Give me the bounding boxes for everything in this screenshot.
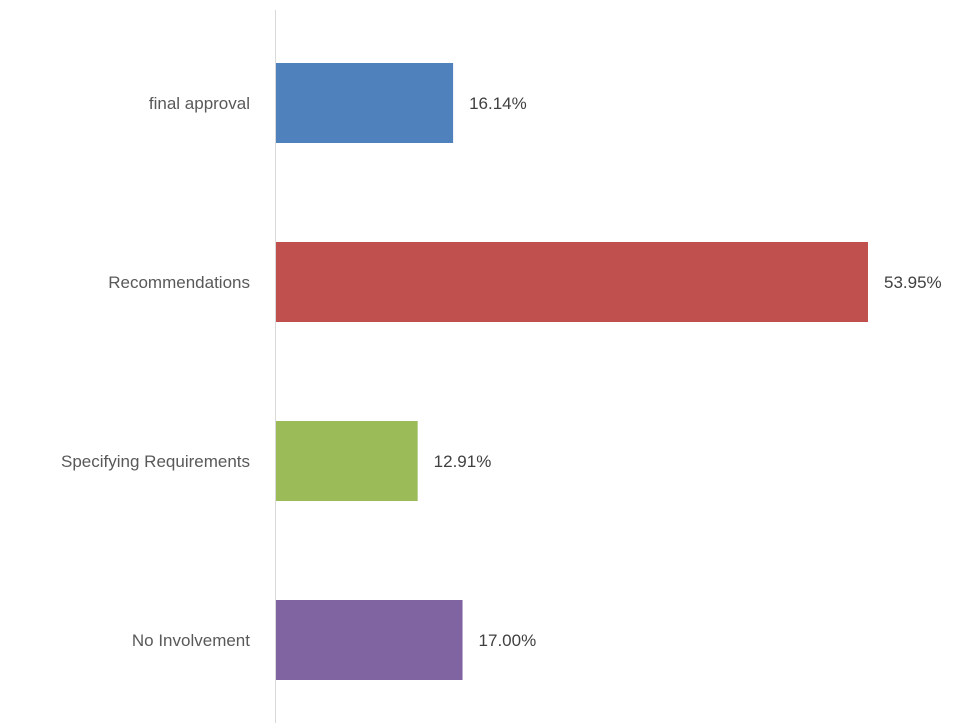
bar-specifying-requirements [276, 421, 418, 501]
category-label-final-approval: final approval [149, 94, 250, 113]
data-label-final-approval: 16.14% [469, 94, 527, 113]
data-label-no-involvement: 17.00% [479, 631, 537, 650]
category-label-specifying-requirements: Specifying Requirements [61, 452, 250, 471]
category-labels-group: final approval Recommendations Specifying … [61, 94, 250, 650]
bar-final-approval [276, 63, 454, 143]
data-labels-group: 16.14% 53.95% 12.91% 17.00% [434, 94, 942, 650]
bar-no-involvement [276, 600, 463, 680]
bars-group [276, 63, 868, 680]
category-label-recommendations: Recommendations [108, 273, 250, 292]
data-label-recommendations: 53.95% [884, 273, 942, 292]
category-label-no-involvement: No Involvement [132, 631, 250, 650]
bar-recommendations [276, 242, 868, 322]
data-label-specifying-requirements: 12.91% [434, 452, 492, 471]
